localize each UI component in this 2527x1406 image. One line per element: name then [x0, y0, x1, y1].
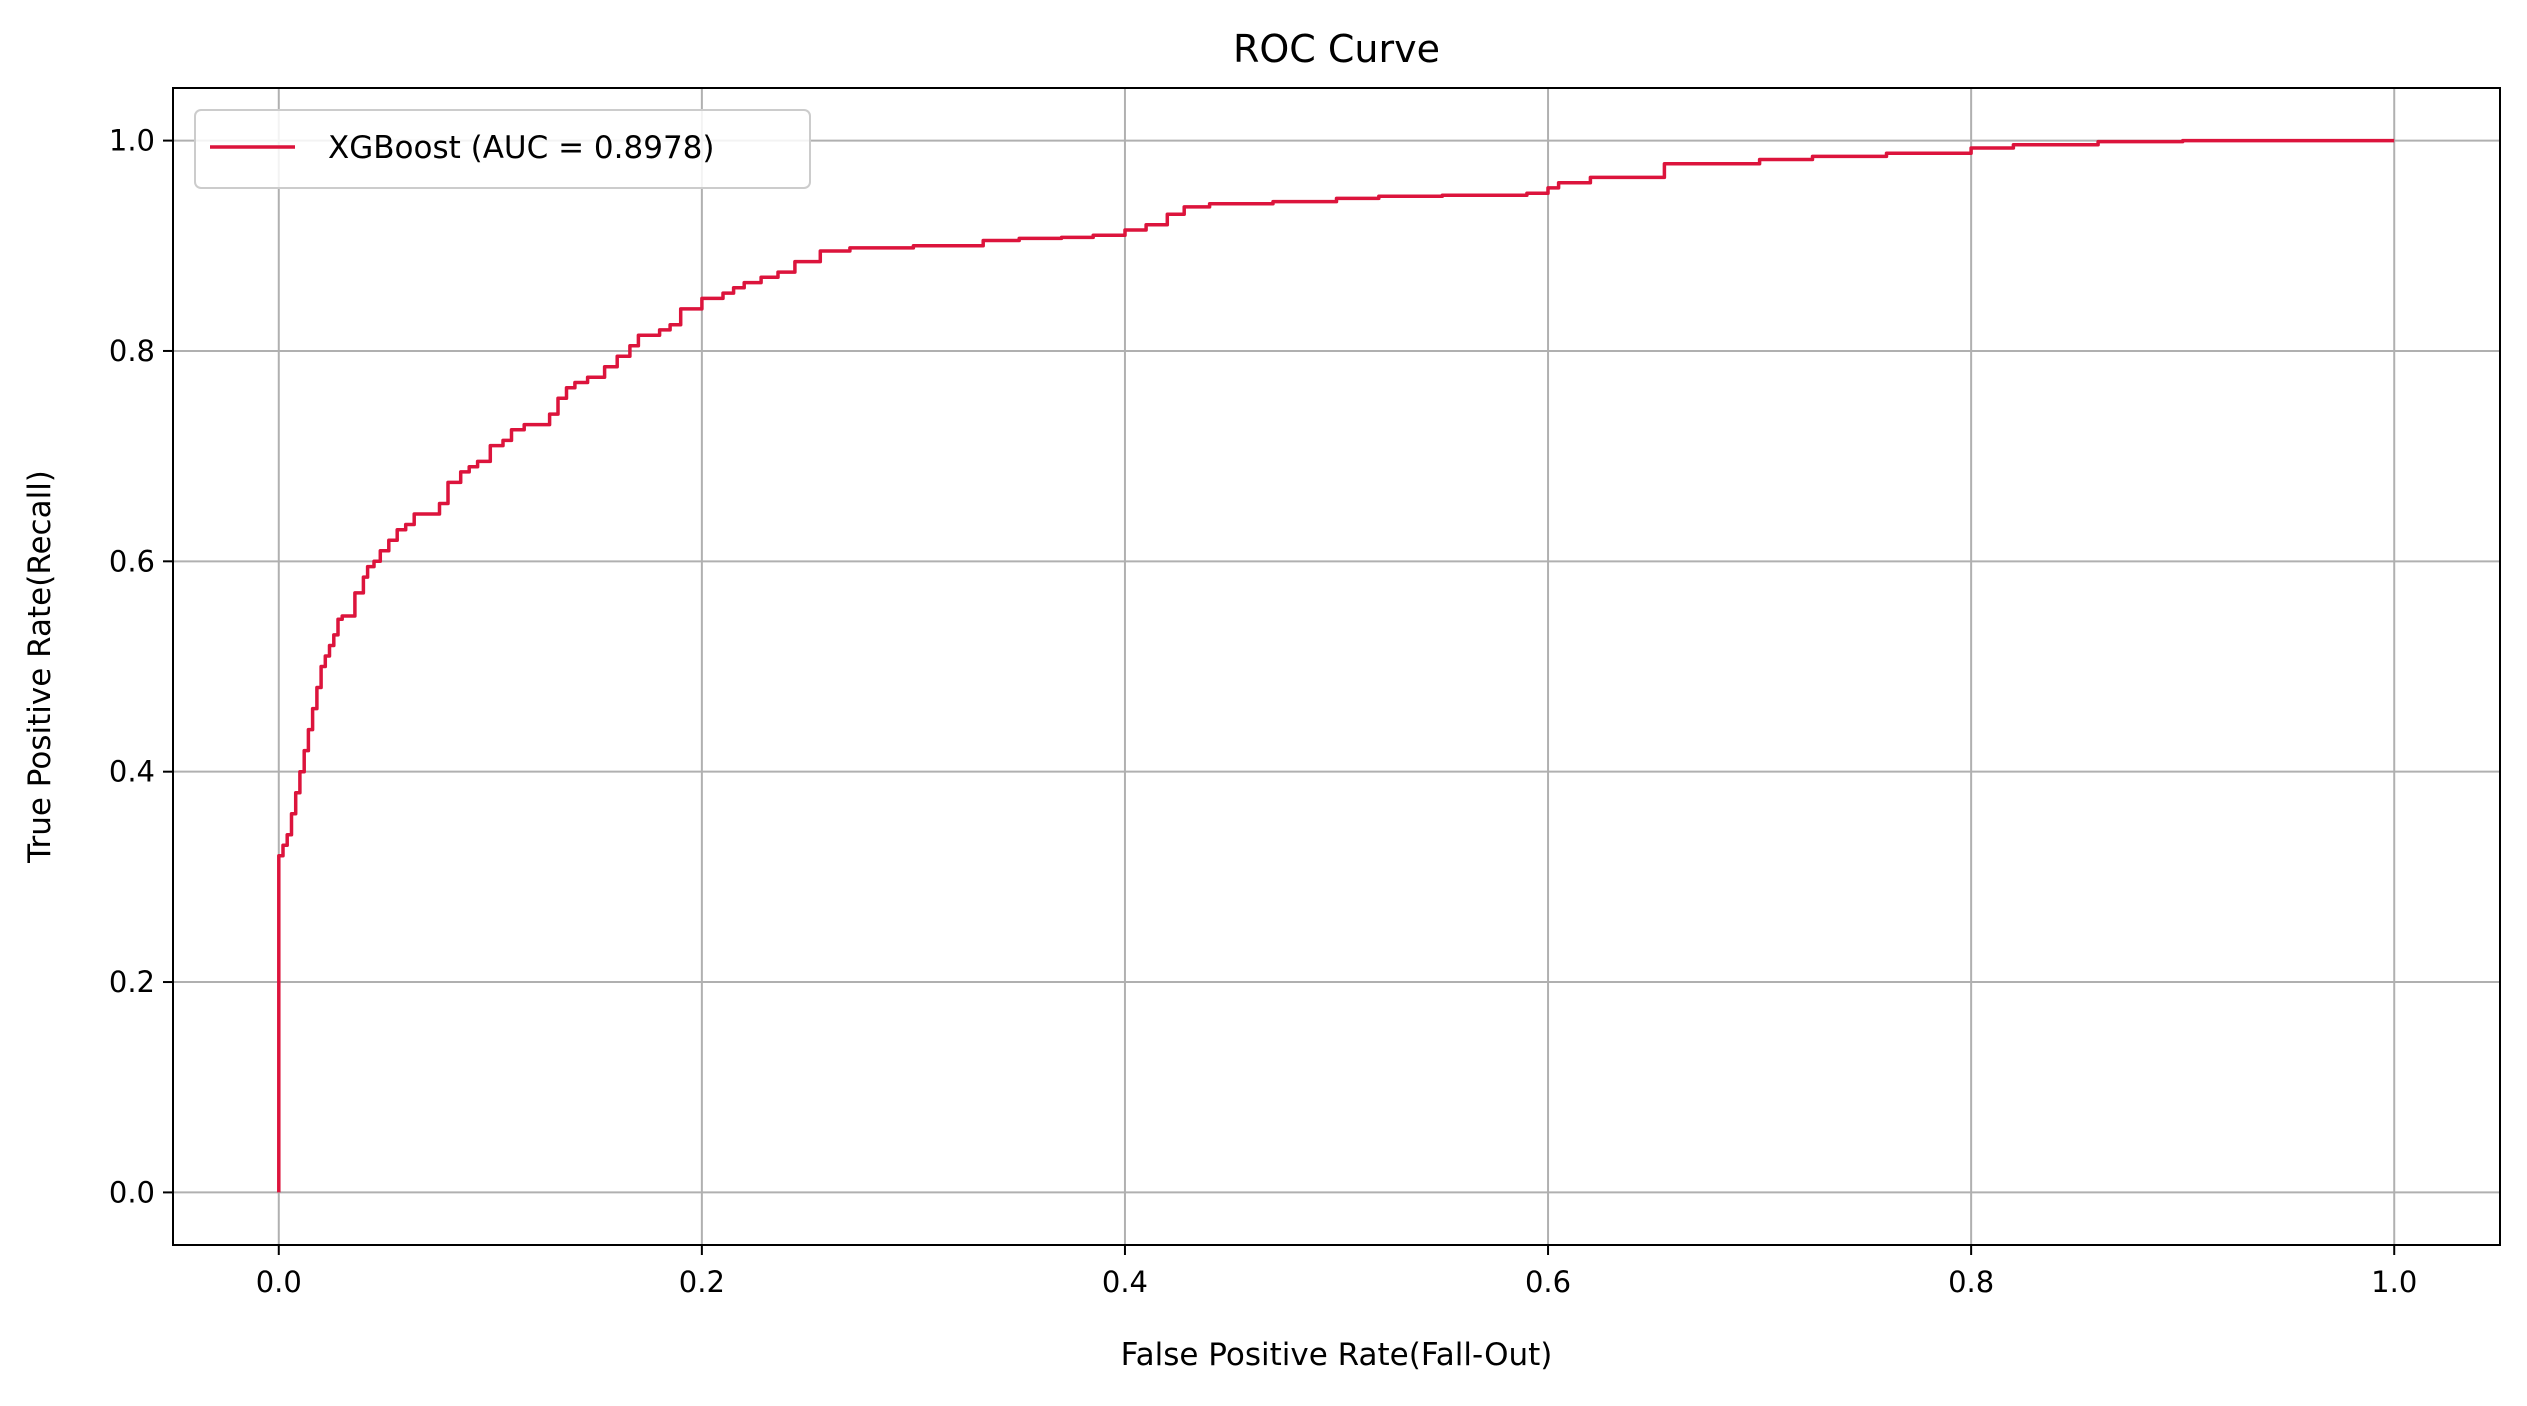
x-tick-label: 0.2: [679, 1265, 725, 1299]
x-axis-label: False Positive Rate(Fall-Out): [1121, 1337, 1553, 1373]
y-tick-label: 1.0: [109, 124, 155, 158]
y-tick-label: 0.4: [109, 755, 155, 789]
x-tick-label: 0.0: [256, 1265, 302, 1299]
plot-frame: [172, 87, 2501, 1246]
legend-entry-xgboost: XGBoost (AUC = 0.8978): [328, 130, 715, 166]
x-tick-label: 0.6: [1525, 1265, 1571, 1299]
x-tick-label: 0.8: [1948, 1265, 1994, 1299]
y-tick-label: 0.2: [109, 965, 155, 999]
roc-curve-group: [277, 138, 2395, 1193]
y-tick-label: 0.8: [109, 334, 155, 368]
chart-title: ROC Curve: [1233, 27, 1440, 71]
legend-box: [194, 109, 811, 189]
x-tick-label: 1.0: [2371, 1265, 2417, 1299]
legend: XGBoost (AUC = 0.8978): [194, 109, 811, 189]
y-tick-label: 0.0: [109, 1175, 155, 1209]
x-tick-label: 0.4: [1102, 1265, 1148, 1299]
axis-ticks: 0.0 0.2 0.4 0.6 0.8 1.0 0.0 0.2 0.4 0.6 0.8 1.0: [109, 124, 2417, 1299]
roc-curve-line: [277, 138, 2395, 1193]
y-tick-label: 0.6: [109, 544, 155, 578]
y-axis-label: True Positive Rate(Recall): [22, 470, 58, 864]
